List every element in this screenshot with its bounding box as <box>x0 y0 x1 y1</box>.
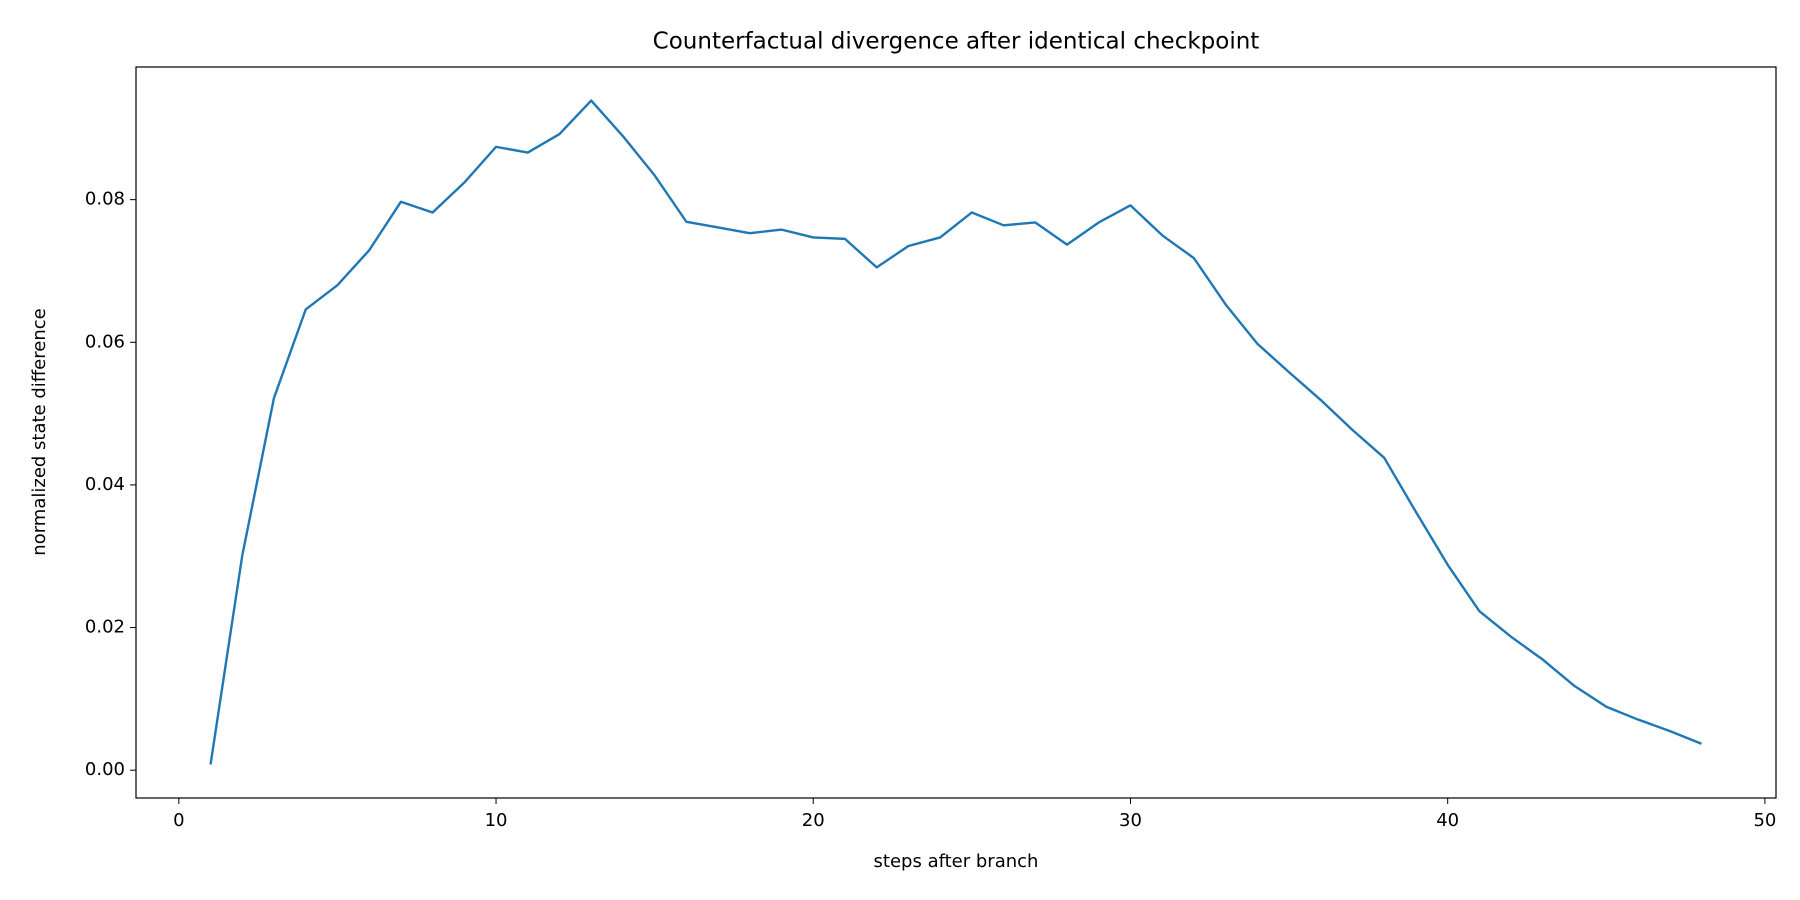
y-tick-label: 0.00 <box>85 759 125 780</box>
y-tick-label: 0.08 <box>85 189 125 210</box>
x-tick-label: 0 <box>173 810 184 831</box>
y-tick-label: 0.02 <box>85 617 125 638</box>
y-tick-label: 0.04 <box>85 474 125 495</box>
x-axis-label: steps after branch <box>874 851 1039 872</box>
plot-frame <box>135 66 1777 799</box>
x-tick-label: 30 <box>1119 810 1142 831</box>
x-tick-label: 20 <box>802 810 825 831</box>
y-tick-label: 0.06 <box>85 331 125 352</box>
chart-title: Counterfactual divergence after identica… <box>653 29 1260 55</box>
x-tick-label: 40 <box>1436 810 1459 831</box>
x-tick-label: 50 <box>1753 810 1776 831</box>
line-series <box>209 99 1702 765</box>
x-tick-label: 10 <box>485 810 508 831</box>
y-axis-label: normalized state difference <box>29 308 50 555</box>
